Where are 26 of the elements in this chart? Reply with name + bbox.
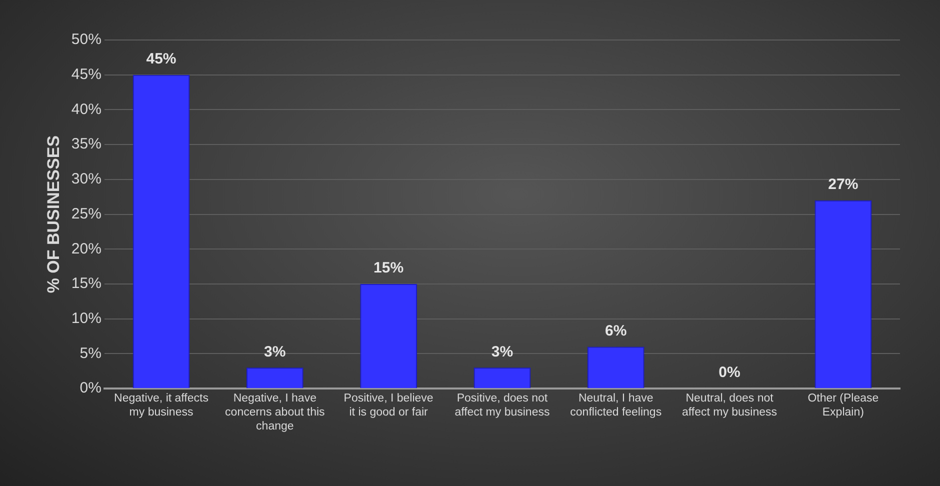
y-axis-title: % OF BUSINESSES <box>44 135 63 294</box>
x-tick-label: Positive, I believe it is good or fair <box>344 392 434 418</box>
data-label: 15% <box>374 260 404 277</box>
y-tick-label: 25% <box>71 205 102 222</box>
y-tick-label: 40% <box>71 100 102 118</box>
data-label: 45% <box>146 50 176 68</box>
data-label: 0% <box>718 364 740 382</box>
x-tick-label: Positive, does not affect my business <box>454 392 550 418</box>
y-tick-label: 35% <box>71 136 102 153</box>
x-tick-label: Negative, it affects my business <box>114 392 209 418</box>
y-tick-label: 0% <box>80 380 102 397</box>
x-tick-label: Negative, I have concerns about this change <box>225 392 326 432</box>
data-label: 6% <box>605 322 627 340</box>
y-tick-label: 50% <box>71 31 102 48</box>
y-tick-label: 30% <box>71 170 102 188</box>
y-tick-label: 5% <box>80 344 102 362</box>
data-label: 27% <box>828 176 858 193</box>
x-tick-label: Neutral, I have conflicted feelings <box>570 392 662 418</box>
x-tick-label: Other (Please Explain) <box>808 392 879 418</box>
data-label: 3% <box>264 343 286 360</box>
x-tick-label: Neutral, does not affect my business <box>682 392 778 418</box>
y-tick-label: 15% <box>71 275 102 292</box>
data-label: 3% <box>491 343 514 360</box>
y-tick-label: 20% <box>71 240 102 258</box>
y-tick-label: 10% <box>71 310 102 328</box>
y-tick-label: 45% <box>71 66 102 83</box>
